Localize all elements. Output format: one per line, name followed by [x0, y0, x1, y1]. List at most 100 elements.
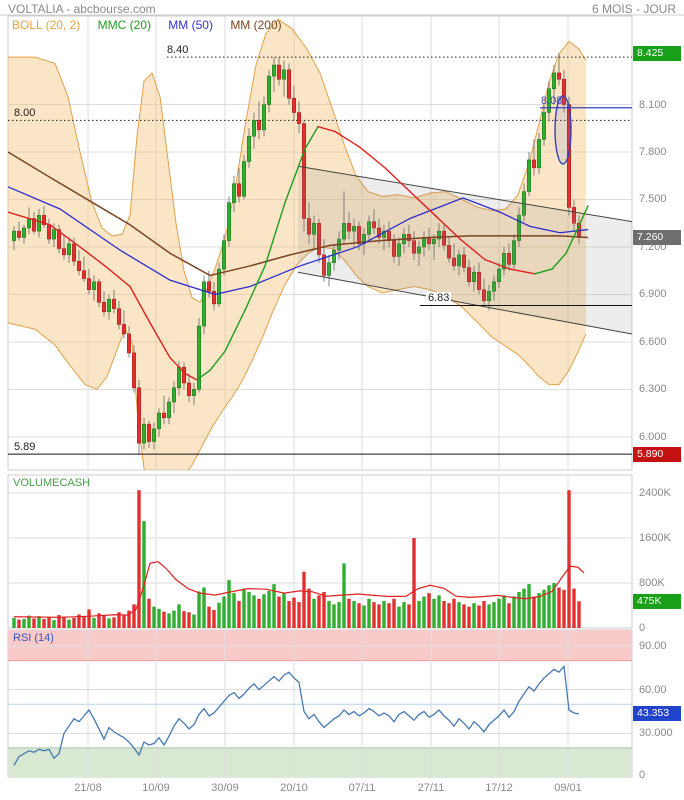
volume-bar — [462, 604, 466, 628]
volume-bar — [27, 615, 31, 628]
volume-bar — [507, 603, 511, 628]
candle-up — [177, 366, 181, 388]
rsi-tick-label: 90.00 — [639, 640, 667, 652]
candle-down — [72, 243, 76, 262]
mmc20-segment — [551, 252, 567, 270]
volume-bar — [262, 594, 266, 628]
mmc20-segment — [565, 227, 579, 254]
candle-down — [462, 254, 466, 268]
volume-bar — [472, 603, 476, 628]
indicator-legend: BOLL (20, 2) MMC (20) MM (50) MM (200) — [12, 18, 296, 32]
candle-up — [142, 423, 146, 444]
date-label: 21/08 — [74, 782, 102, 794]
legend-mmc20: MMC (20) — [97, 18, 151, 32]
volume-bar — [517, 592, 521, 628]
volume-bar — [387, 603, 391, 628]
chart-title: VOLTALIA - abcbourse.com — [8, 2, 156, 16]
price-panel-frame — [7, 15, 633, 471]
candle-down — [407, 234, 411, 241]
volume-bar — [192, 614, 196, 628]
volume-bar — [42, 619, 46, 628]
volume-bar — [137, 490, 141, 628]
candle-up — [367, 221, 371, 235]
mmc20-segment — [334, 130, 361, 148]
bollinger-fill — [8, 19, 586, 470]
volume-bar — [447, 603, 451, 628]
candle-down — [317, 222, 321, 256]
volume-bar — [162, 611, 166, 628]
candle-down — [377, 227, 381, 238]
candle-down — [82, 270, 86, 279]
volume-bar — [237, 601, 241, 628]
trend-channel-top — [297, 165, 632, 223]
date-label: 30/09 — [211, 782, 239, 794]
volume-bar — [562, 589, 566, 628]
candle-down — [562, 79, 566, 105]
price-tick-label: 6.300 — [639, 383, 667, 396]
mmc20-segment — [169, 356, 186, 375]
volume-bar — [377, 604, 381, 628]
mmc20-segment — [224, 309, 246, 353]
candle-down — [42, 215, 46, 226]
candle-up — [197, 325, 201, 390]
date-label: 07/11 — [348, 782, 376, 794]
volume-bar — [432, 598, 436, 628]
candle-down — [212, 290, 216, 305]
candle-down — [482, 289, 486, 301]
volume-bar — [312, 598, 316, 628]
price-tick-label: 6.000 — [639, 430, 667, 443]
candle-down — [137, 387, 141, 444]
mm200-line — [8, 151, 589, 277]
mmc20-segment — [359, 146, 386, 169]
volume-bar — [392, 598, 396, 628]
volume-bar — [542, 589, 546, 628]
period-low-badge: 5.890 — [633, 446, 681, 462]
price-panel — [8, 18, 632, 470]
candle-down — [102, 302, 106, 313]
volume-bar — [102, 615, 106, 628]
mmc20-segment — [196, 369, 211, 381]
candle-up — [352, 226, 356, 232]
candle-down — [162, 412, 166, 419]
volume-bar — [327, 601, 331, 628]
volume-bar — [252, 595, 256, 628]
candle-up — [417, 246, 421, 254]
candle-down — [117, 308, 121, 325]
candle-up — [92, 281, 96, 290]
candle-down — [467, 267, 471, 283]
volume-bar — [322, 592, 326, 628]
last-price-badge: 7.260 — [633, 229, 681, 245]
volume-bar — [107, 618, 111, 628]
rsi-line — [13, 664, 580, 766]
volume-bar — [347, 598, 351, 628]
candle-down — [77, 260, 81, 271]
rsi-tick-label: 30.000 — [639, 727, 673, 740]
volume-bar — [232, 593, 236, 628]
candle-down — [47, 224, 51, 240]
volume-bar — [202, 587, 206, 628]
candle-down — [147, 423, 151, 442]
volume-bar — [272, 584, 276, 628]
volume-bar — [112, 617, 116, 628]
rsi-tick-label: 60.00 — [639, 683, 667, 696]
candle-up — [492, 281, 496, 292]
volume-bar — [17, 619, 21, 628]
volume-bar — [402, 602, 406, 628]
volume-bar — [527, 584, 531, 628]
candle-down — [132, 352, 136, 388]
price-tick-label: 7.800 — [639, 146, 667, 159]
price-annotation-label: 6.83 — [426, 292, 452, 305]
candle-down — [187, 382, 191, 396]
volume-bar — [157, 608, 161, 628]
candle-down — [412, 240, 416, 254]
volume-bar — [247, 592, 251, 628]
volume-bar — [317, 595, 321, 628]
candle-down — [182, 366, 186, 384]
volume-bar — [187, 612, 191, 628]
candle-down — [302, 123, 306, 219]
candle-up — [437, 230, 441, 240]
last-volume-badge: 475K — [633, 593, 681, 609]
mmc20-segment — [49, 224, 81, 248]
chart-period: 6 MOIS - JOUR — [591, 2, 676, 16]
